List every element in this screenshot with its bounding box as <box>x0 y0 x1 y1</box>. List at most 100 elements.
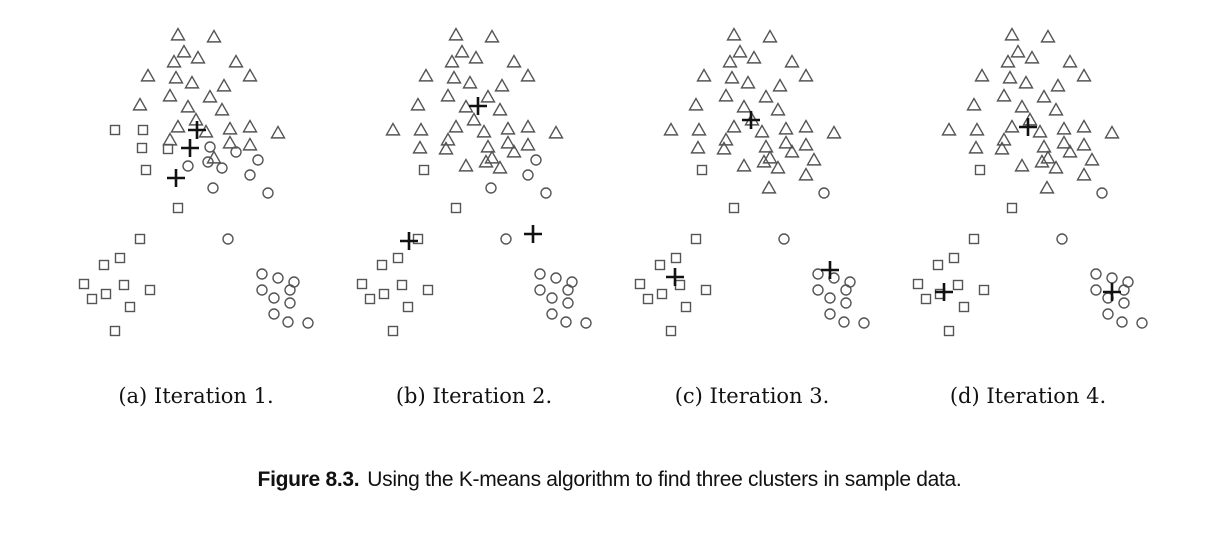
triangle-point <box>162 88 178 102</box>
square-point <box>968 233 980 245</box>
square-point <box>728 202 740 214</box>
square-point <box>109 124 121 136</box>
triangle-point <box>1062 144 1078 158</box>
square-point <box>634 278 646 290</box>
circle-point <box>562 284 574 296</box>
triangle-point <box>718 88 734 102</box>
square-point <box>144 284 156 296</box>
caption-iteration-3: (c) Iteration 3. <box>674 384 830 408</box>
circle-point <box>1096 187 1108 199</box>
circle-point <box>252 154 264 166</box>
circle-point <box>284 284 296 296</box>
square-point <box>364 293 376 305</box>
square-point <box>943 325 955 337</box>
square-point <box>948 252 960 264</box>
triangle-point <box>438 141 454 155</box>
square-point <box>124 301 136 313</box>
square-point <box>958 301 970 313</box>
triangle-point <box>798 137 814 151</box>
caption-iteration-1: (a) Iteration 1. <box>118 384 274 408</box>
panel-captions: (a) Iteration 1. (b) Iteration 2. (c) It… <box>0 384 1219 420</box>
triangle-point <box>170 27 186 41</box>
circle-point <box>1102 308 1114 320</box>
circle-point <box>302 317 314 329</box>
triangle-point <box>994 141 1010 155</box>
triangle-point <box>180 99 196 113</box>
square-point <box>172 202 184 214</box>
square-point <box>952 279 964 291</box>
centroid-marker <box>167 169 185 187</box>
triangle-point <box>761 180 777 194</box>
circle-point <box>202 156 214 168</box>
circle-point <box>550 272 562 284</box>
circle-point <box>268 308 280 320</box>
square-point <box>86 293 98 305</box>
centroid-marker <box>821 261 839 279</box>
triangle-point <box>762 150 778 164</box>
square-point <box>137 124 149 136</box>
circle-point <box>500 233 512 245</box>
triangle-point <box>216 78 232 92</box>
square-point <box>642 293 654 305</box>
triangle-point <box>440 132 456 146</box>
triangle-point <box>385 122 401 136</box>
circle-point <box>268 292 280 304</box>
triangle-point <box>1062 54 1078 68</box>
triangle-point <box>696 68 712 82</box>
centroid-marker <box>742 111 760 129</box>
triangle-point <box>746 50 762 64</box>
square-point <box>118 279 130 291</box>
circle-point <box>840 284 852 296</box>
square-point <box>700 284 712 296</box>
triangle-point <box>484 150 500 164</box>
circle-point <box>244 169 256 181</box>
square-point <box>376 259 388 271</box>
circle-point <box>1136 317 1148 329</box>
triangle-point <box>1032 124 1048 138</box>
panel-3 <box>634 27 870 337</box>
triangle-point <box>778 121 794 135</box>
triangle-point <box>480 139 496 153</box>
triangle-point <box>726 119 742 133</box>
triangle-point <box>166 54 182 68</box>
square-point <box>974 164 986 176</box>
triangle-point <box>520 68 536 82</box>
circle-point <box>1118 297 1130 309</box>
square-point <box>696 164 708 176</box>
circle-point <box>272 272 284 284</box>
triangle-point <box>520 137 536 151</box>
triangle-point <box>718 132 734 146</box>
centroid-marker <box>935 283 953 301</box>
square-point <box>670 252 682 264</box>
triangle-point <box>494 78 510 92</box>
triangle-point <box>1002 70 1018 84</box>
circle-point <box>530 154 542 166</box>
triangle-point <box>476 124 492 138</box>
triangle-point <box>242 68 258 82</box>
circle-point <box>562 297 574 309</box>
triangle-point <box>500 121 516 135</box>
square-point <box>356 278 368 290</box>
triangle-point <box>806 152 822 166</box>
circle-point <box>1116 316 1128 328</box>
square-point <box>114 252 126 264</box>
square-point <box>978 284 990 296</box>
circle-point <box>1106 272 1118 284</box>
triangle-point <box>1004 119 1020 133</box>
triangle-point <box>413 122 429 136</box>
triangle-point <box>688 97 704 111</box>
circle-point <box>256 284 268 296</box>
centroid-marker <box>188 121 206 139</box>
square-point <box>1006 202 1018 214</box>
triangle-point <box>1040 29 1056 43</box>
panel-1 <box>78 27 314 337</box>
triangle-point <box>444 54 460 68</box>
triangle-point <box>798 167 814 181</box>
circle-point <box>485 182 497 194</box>
triangle-point <box>722 54 738 68</box>
triangle-point <box>1076 119 1092 133</box>
square-point <box>162 143 174 155</box>
triangle-point <box>162 132 178 146</box>
triangle-point <box>663 122 679 136</box>
triangle-point <box>716 141 732 155</box>
